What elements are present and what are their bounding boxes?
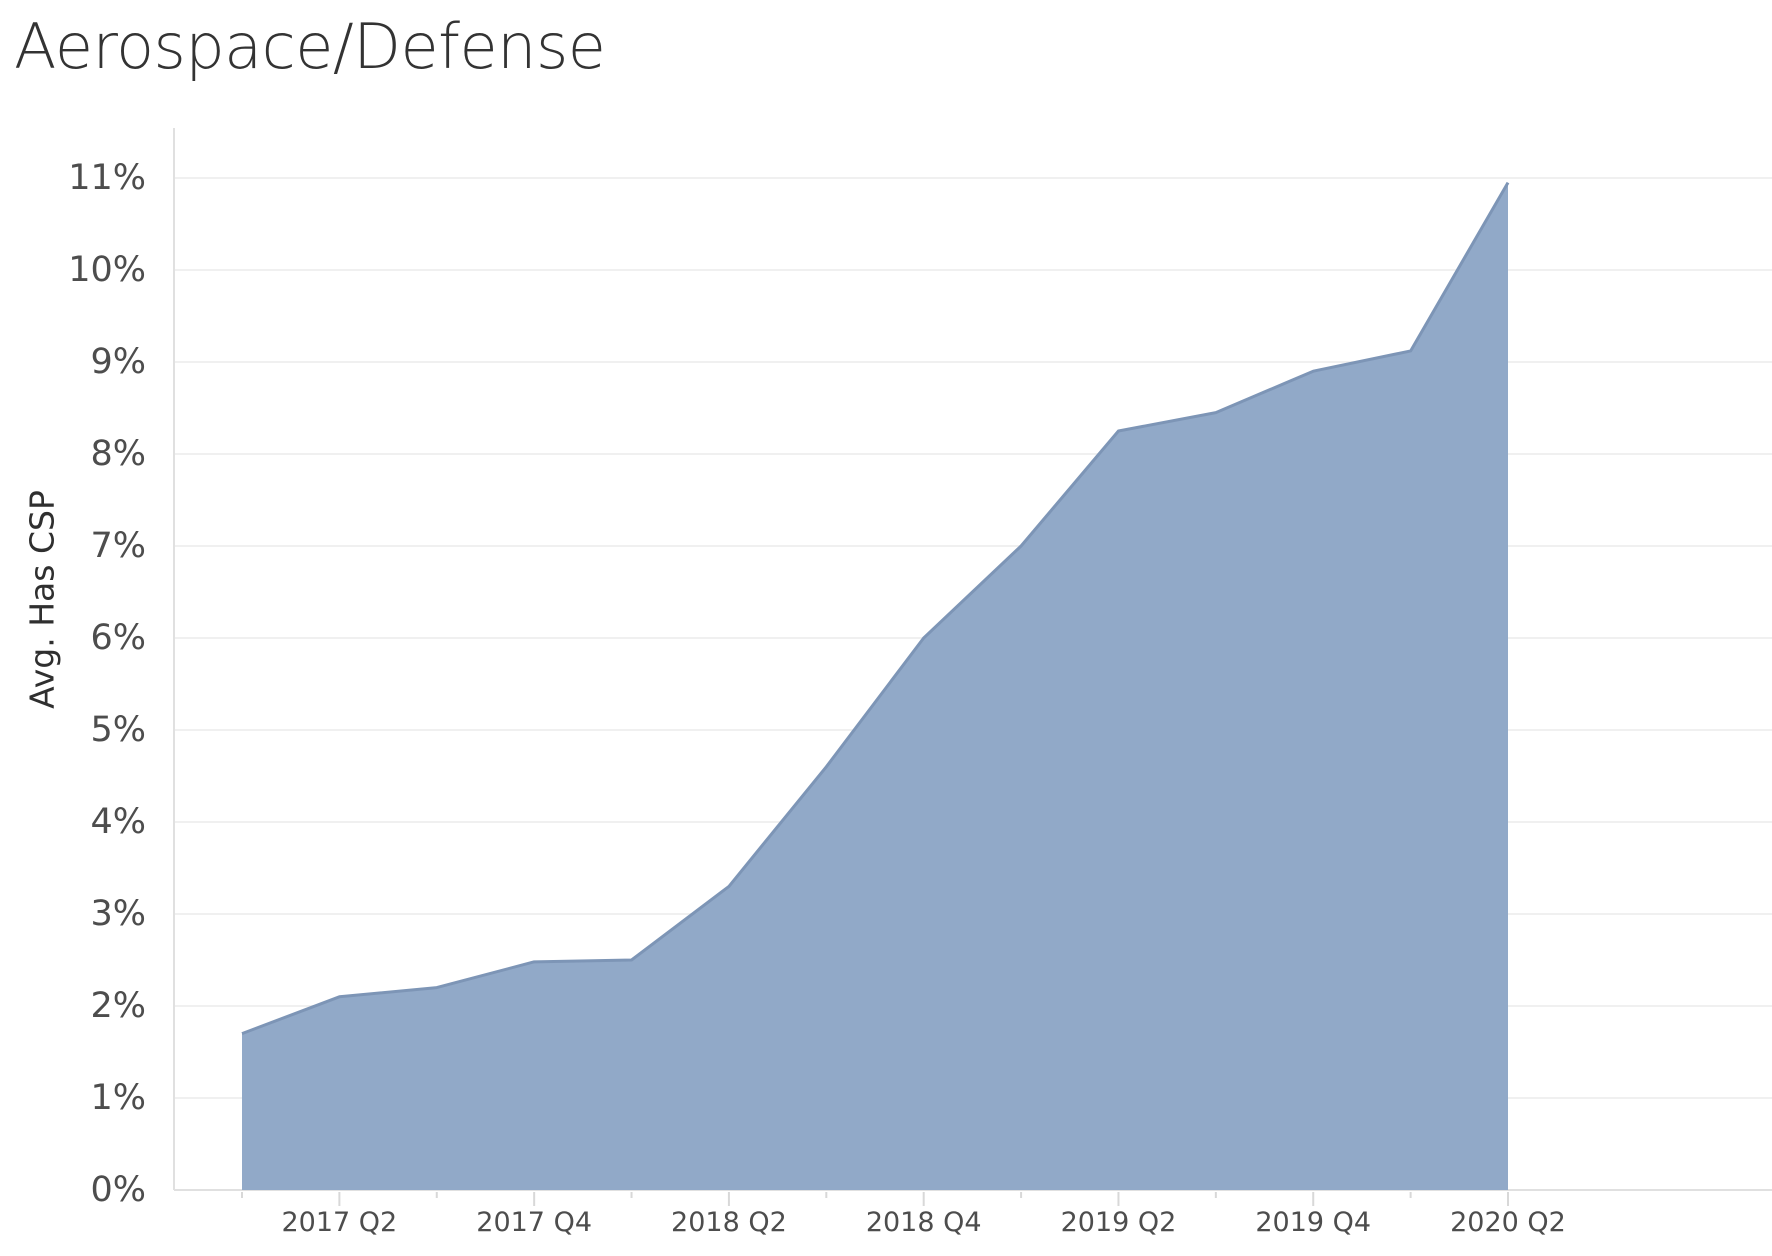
area-series-fill bbox=[242, 182, 1508, 1191]
x-tick-label: 2020 Q2 bbox=[1450, 1207, 1566, 1238]
y-tick-label: 11% bbox=[68, 158, 146, 198]
y-tick-label: 9% bbox=[90, 342, 146, 382]
y-tick-label: 3% bbox=[90, 894, 146, 934]
y-tick-label: 1% bbox=[90, 1078, 146, 1118]
y-tick-label: 4% bbox=[90, 802, 146, 842]
y-tick-label: 6% bbox=[90, 618, 146, 658]
y-tick-label: 0% bbox=[90, 1170, 146, 1210]
y-tick-label: 10% bbox=[68, 250, 146, 290]
area-series-line bbox=[241, 181, 1510, 1036]
y-tick-label: 7% bbox=[90, 526, 146, 566]
x-tick-label: 2017 Q2 bbox=[281, 1207, 398, 1238]
x-tick-label: 2019 Q2 bbox=[1060, 1207, 1177, 1238]
y-tick-label: 8% bbox=[90, 434, 146, 474]
x-tick-label: 2019 Q4 bbox=[1255, 1207, 1372, 1238]
x-tick-label: 2018 Q2 bbox=[671, 1207, 787, 1238]
y-tick-label: 2% bbox=[90, 986, 146, 1026]
x-tick-marks bbox=[241, 1192, 1509, 1206]
x-tick-label: 2018 Q4 bbox=[865, 1207, 982, 1238]
y-tick-label: 5% bbox=[90, 710, 146, 750]
x-tick-label: 2017 Q4 bbox=[476, 1207, 593, 1238]
chart-title: Aerospace/Defense bbox=[14, 10, 606, 83]
y-axis-tick-labels: 0% 1% 2% 3% 4% 5% 6% 7% 8% 9% 10% 11% bbox=[36, 0, 146, 1256]
